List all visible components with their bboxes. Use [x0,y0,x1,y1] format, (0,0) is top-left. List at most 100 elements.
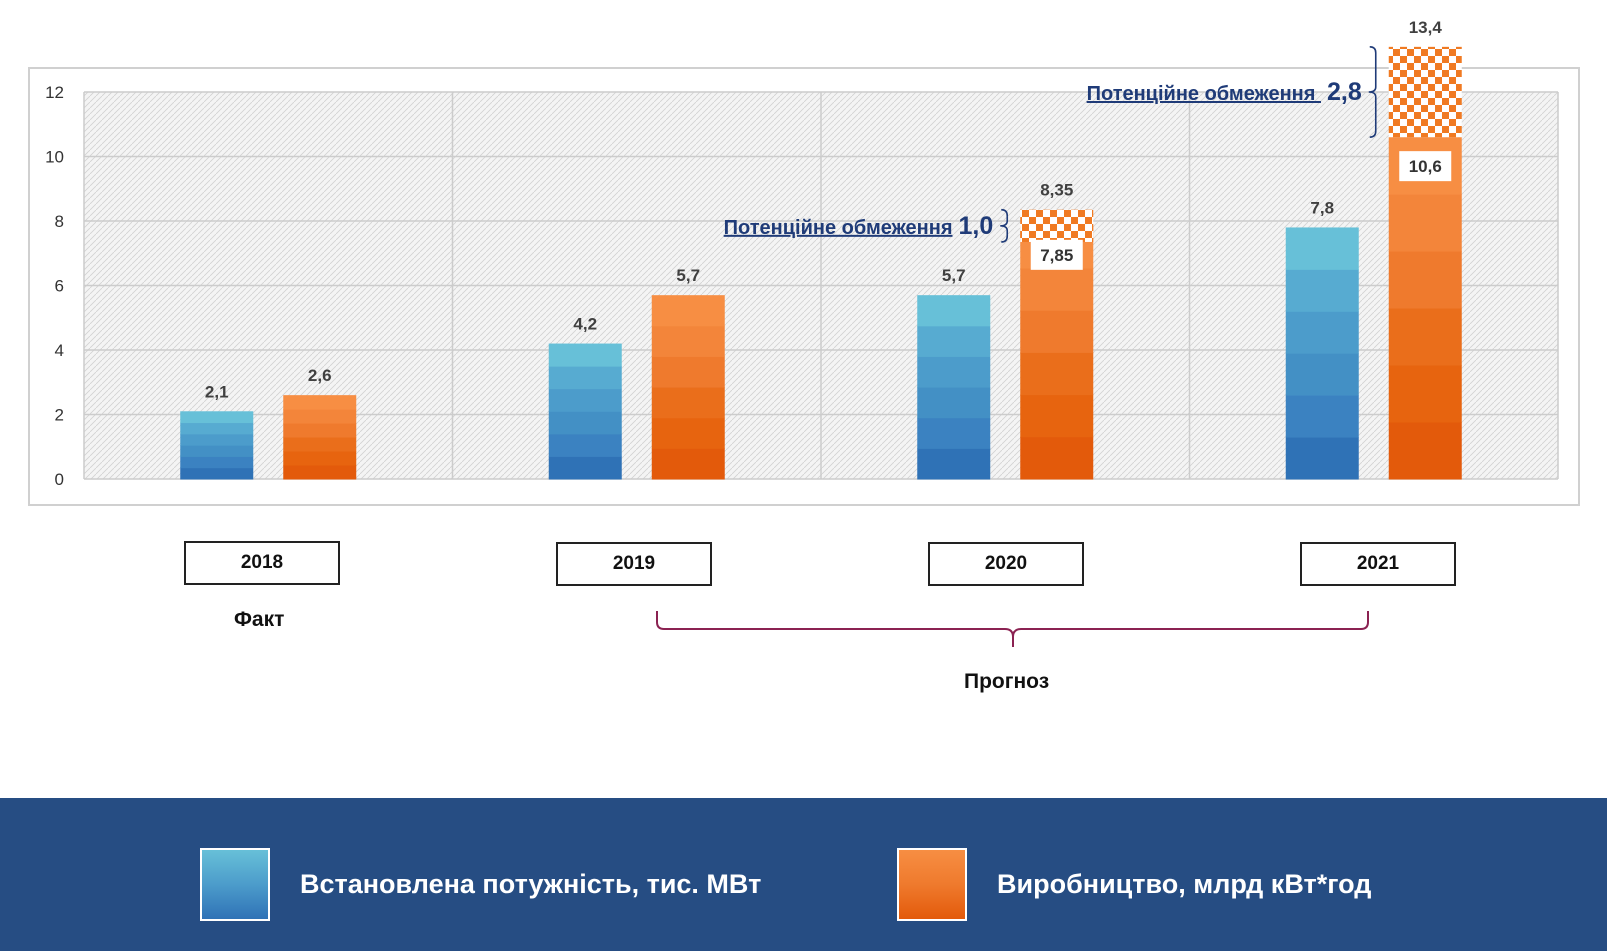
value-label-2021-series-0: 7,8 [1310,198,1334,217]
bar-segment [1388,422,1462,480]
constraint-brace-2021 [1368,46,1377,138]
constraint-value: 2,8 [1327,78,1362,106]
value-label-2018-series-1: 2,6 [308,366,332,385]
bar-segment [651,448,725,480]
bar-segment [1388,308,1462,366]
bar-segment [180,411,254,424]
bar-segment [917,417,991,449]
y-tick-label: 4 [55,341,64,360]
constraint-segment-2021 [1388,46,1462,138]
legend-swatch-blue [200,848,270,921]
year-label: 2019 [612,553,656,574]
bar-segment [1285,395,1359,438]
bar-segment [651,325,725,357]
y-tick-label: 6 [55,277,64,296]
y-tick-label: 8 [55,212,64,231]
bar-segment [283,451,357,466]
year-box-2018: 2018 [184,541,340,585]
bar-2019-series-0 [548,343,622,480]
bar-segment [1285,227,1359,270]
bar-segment [1285,437,1359,480]
bar-segment [548,433,622,457]
bar-segment [917,295,991,327]
bar-segment [1020,310,1094,353]
bar-segment [1285,353,1359,396]
bar-segment [283,437,357,452]
constraint-brace-2020 [1000,208,1009,243]
bar-segment [1285,269,1359,312]
value-label-box [1399,151,1452,182]
legend-item-production: Виробництво, млрд кВт*год [897,848,1371,921]
bar-2021-series-1 [1388,137,1462,480]
bar-segment [1020,436,1094,480]
bar-segment [651,356,725,388]
bar-segment [1388,194,1462,252]
bar-segment [548,388,622,412]
year-box-2021: 2021 [1300,542,1456,586]
bar-segment [651,387,725,419]
value-label-box [1030,239,1083,270]
bar-segment [651,417,725,449]
bar-segment [283,395,357,410]
total-label-2020: 8,35 [1040,181,1073,200]
year-box-2019: 2019 [556,542,712,586]
bar-segment [1285,311,1359,354]
bar-segment [1388,251,1462,309]
forecast-bracket [656,611,1369,647]
bar-segment [180,422,254,435]
constraint-value: 1,0 [958,212,993,240]
bar-segment [548,343,622,367]
legend: Встановлена потужність, тис. МВт Виробни… [0,798,1607,951]
legend-label-production: Виробництво, млрд кВт*год [997,869,1372,899]
bar-segment [548,411,622,435]
bar-segment [917,448,991,480]
constraint-segment-2020 [1020,209,1094,242]
total-label-2021: 13,4 [1409,18,1443,37]
bar-segment [283,423,357,438]
value-label-2020-series-0: 5,7 [942,266,966,285]
bar-2020-series-0 [917,295,991,480]
bar-segment [180,467,254,480]
legend-item-capacity: Встановлена потужність, тис. МВт [200,848,761,921]
bar-segment [180,445,254,457]
forecast-label: Прогноз [964,670,1050,693]
value-label-2020-series-1: 7,85 [1040,246,1073,265]
legend-swatch-orange [897,848,967,921]
bar-segment [917,356,991,388]
value-label-2019-series-1: 5,7 [676,266,700,285]
year-label: 2020 [984,553,1028,574]
constraint-text: Потенційне обмеження [1087,83,1321,105]
year-box-2020: 2020 [928,542,1084,586]
y-tick-label: 12 [45,83,64,102]
constraint-annotation-2020: Потенційне обмеження 1,0 [724,212,994,240]
data-labels: 8,35 13,4 2,1 4,2 5,7 7,8 2,6 5,7 7,85 10,6 [205,18,1452,401]
bar-segment [1020,394,1094,438]
bar-segment [1020,268,1094,311]
bar-segment [917,387,991,419]
bar-2019-series-1 [651,295,725,480]
constraint-annotation-2021: Потенційне обмеження 2,8 [1087,78,1362,106]
bar-segment [283,465,357,480]
bar-segment [548,366,622,390]
bars [180,137,1462,480]
y-tick-label: 10 [45,148,64,167]
bar-segment [548,456,622,480]
legend-label-capacity: Встановлена потужність, тис. МВт [300,869,762,899]
bar-segment [651,295,725,327]
bar-2018-series-1 [283,395,357,480]
bar-2020-series-1 [1020,225,1094,480]
value-label-2019-series-0: 4,2 [573,315,597,334]
value-label-2021-series-1: 10,6 [1409,157,1442,176]
bar-segment [180,456,254,469]
bar-2021-series-0 [1285,227,1359,480]
bar-segment [917,325,991,357]
constraint-text: Потенційне обмеження [724,217,953,239]
bar-segment [180,433,254,446]
y-axis-ticks: 0 2 4 6 8 10 12 [45,83,64,489]
bar-segment [283,409,357,424]
bar-segment [1388,365,1462,423]
bar-2018-series-0 [180,411,254,480]
y-tick-label: 0 [55,470,64,489]
